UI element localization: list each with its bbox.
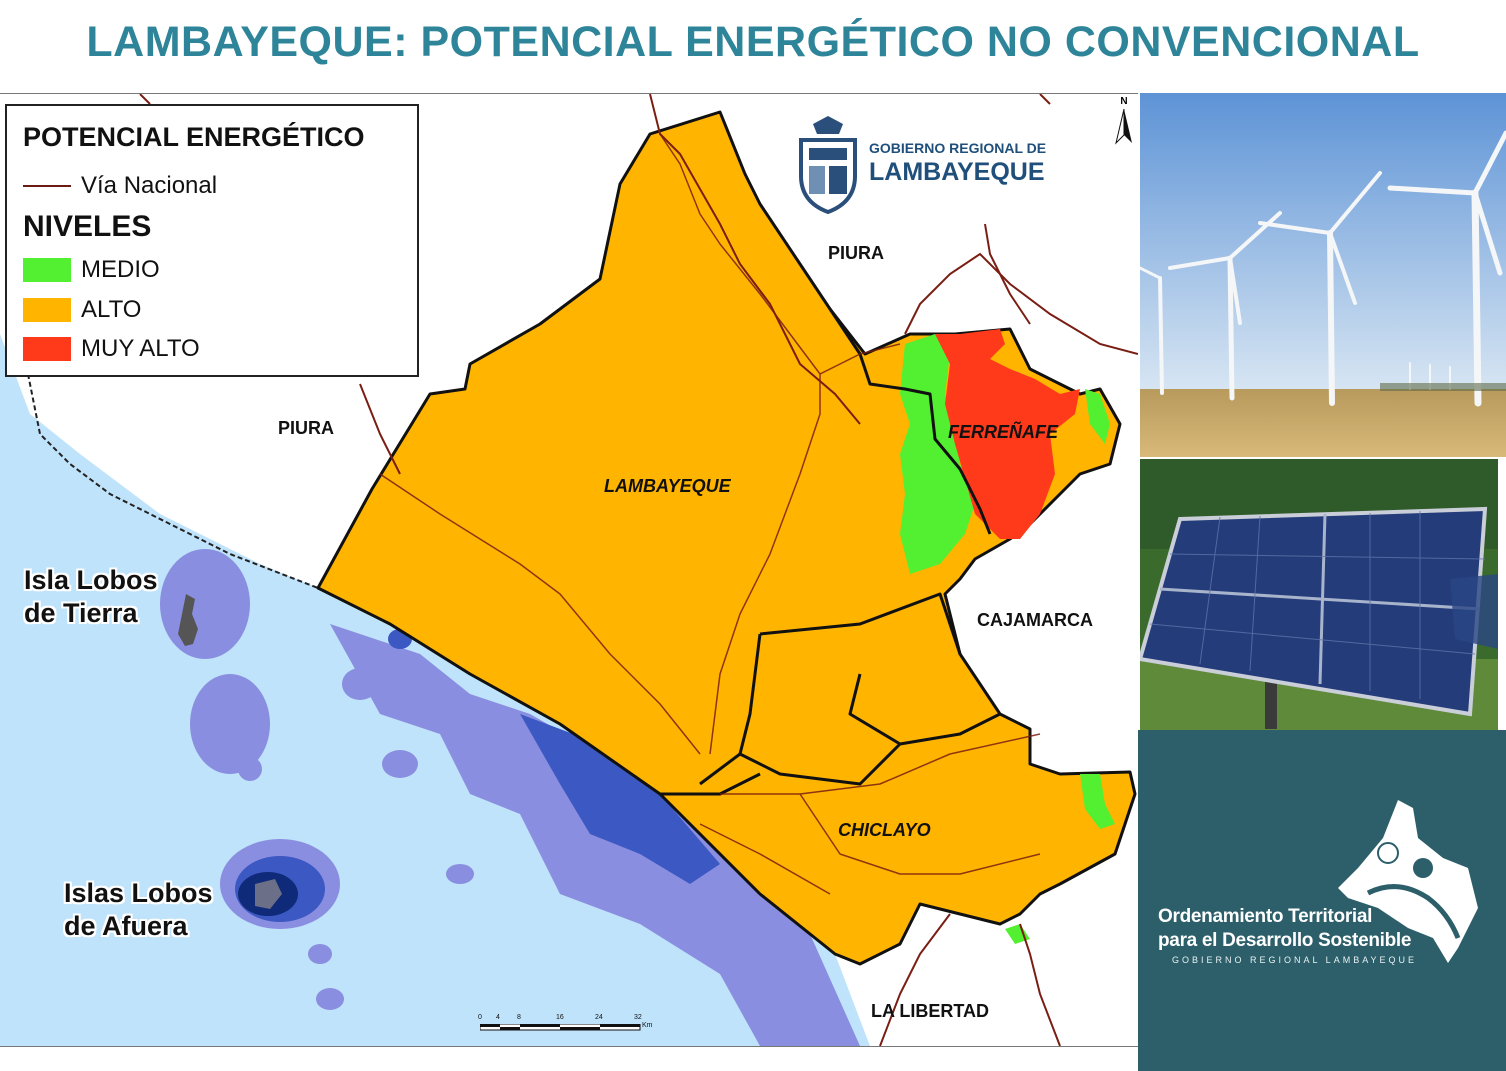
label-lambayeque: LAMBAYEQUE — [604, 476, 731, 496]
brand-line1: Ordenamiento Territorial — [1158, 906, 1373, 927]
label-la-libertad: LA LIBERTAD — [871, 1001, 989, 1021]
legend-road-row: Vía Nacional — [23, 172, 217, 200]
scale-bar: 0 4 8 16 24 32 Km — [478, 1011, 658, 1041]
legend-level-label: MEDIO — [81, 256, 160, 283]
solar-panel-image — [1140, 459, 1498, 730]
road-line-icon — [23, 185, 71, 187]
coat-of-arms-icon — [799, 116, 857, 215]
scale-tick: 8 — [517, 1014, 521, 1021]
legend-level-label: MUY ALTO — [81, 335, 200, 362]
legend-title: POTENCIAL ENERGÉTICO — [23, 122, 365, 152]
scale-tick: 24 — [595, 1014, 603, 1021]
swatch-medio — [23, 258, 71, 282]
isla-lobos-de-afuera — [255, 879, 282, 909]
district-boundaries — [379, 133, 1041, 895]
province-boundaries — [660, 308, 1001, 796]
island-line: de Afuera — [64, 911, 188, 941]
label-ferrenafe: FERREÑAFE — [948, 422, 1059, 442]
via-nacional — [359, 383, 401, 475]
scale-tick: 16 — [556, 1014, 564, 1021]
north-label: N — [1120, 96, 1128, 107]
scale-tick: 4 — [496, 1014, 500, 1021]
legend-levels-title: NIVELES — [23, 210, 152, 243]
island-line: de Tierra — [24, 598, 138, 628]
lambayeque-silhouette-icon — [1338, 800, 1478, 963]
legend-level-medio: MEDIO — [23, 256, 160, 284]
page-title: LAMBAYEQUE: POTENCIAL ENERGÉTICO NO CONV… — [86, 18, 1420, 66]
label-isla-lobos-tierra: Isla Lobos de Tierra — [24, 564, 158, 630]
scale-unit: Km — [642, 1022, 653, 1029]
label-cajamarca: CAJAMARCA — [977, 610, 1093, 630]
gobierno-regional-logo: GOBIERNO REGIONAL DE LAMBAYEQUE — [795, 116, 1065, 216]
region-muy-alto — [935, 329, 1080, 539]
scale-tick: 32 — [634, 1014, 642, 1021]
wind-turbine-image — [1140, 93, 1506, 457]
via-nacional — [1019, 923, 1061, 1046]
swatch-muy-alto — [23, 337, 71, 361]
wind-farm-photo — [1140, 93, 1506, 457]
coast-boundary — [27, 373, 319, 589]
region-medio — [900, 334, 1115, 944]
label-piura-north: PIURA — [828, 243, 885, 263]
logo-line1: GOBIERNO REGIONAL DE — [869, 140, 1047, 156]
map-canvas[interactable] — [0, 94, 1138, 1046]
via-nacional — [139, 94, 151, 105]
isla-lobos-de-tierra — [178, 594, 198, 646]
solar-panel-photo — [1140, 459, 1498, 730]
via-nacional — [1039, 94, 1051, 105]
via-nacional — [904, 252, 1138, 355]
scale-bar-graphic — [480, 1024, 641, 1031]
logo-line2: LAMBAYEQUE — [869, 158, 1045, 186]
island-line: Isla Lobos — [24, 565, 158, 595]
scale-tick: 0 — [478, 1014, 482, 1021]
island-line: Islas Lobos — [64, 878, 213, 908]
brand-line3: GOBIERNO REGIONAL LAMBAYEQUE — [1172, 955, 1418, 965]
legend-level-label: ALTO — [81, 296, 142, 323]
label-chiclayo: CHICLAYO — [838, 820, 931, 840]
national-roads — [139, 94, 1138, 1046]
legend-road-label: Vía Nacional — [81, 172, 218, 199]
label-piura-west: PIURA — [278, 418, 335, 438]
brand-line2: para el Desarrollo Sostenible — [1158, 930, 1412, 951]
legend-level-muy-alto: MUY ALTO — [23, 335, 200, 363]
swatch-alto — [23, 298, 71, 322]
via-nacional — [984, 223, 1031, 325]
legend-level-alto: ALTO — [23, 296, 141, 324]
via-nacional — [649, 94, 861, 425]
north-arrow: N — [1113, 96, 1135, 146]
legend: POTENCIAL ENERGÉTICO Vía Nacional NIVELE… — [5, 104, 419, 377]
ordenamiento-territorial-panel: Ordenamiento Territorial para el Desarro… — [1138, 730, 1506, 1071]
map-frame[interactable]: POTENCIAL ENERGÉTICO Vía Nacional NIVELE… — [0, 93, 1138, 1047]
via-nacional — [879, 913, 951, 1046]
north-arrow-icon — [1115, 108, 1132, 145]
label-islas-lobos-afuera: Islas Lobos de Afuera — [64, 877, 213, 943]
